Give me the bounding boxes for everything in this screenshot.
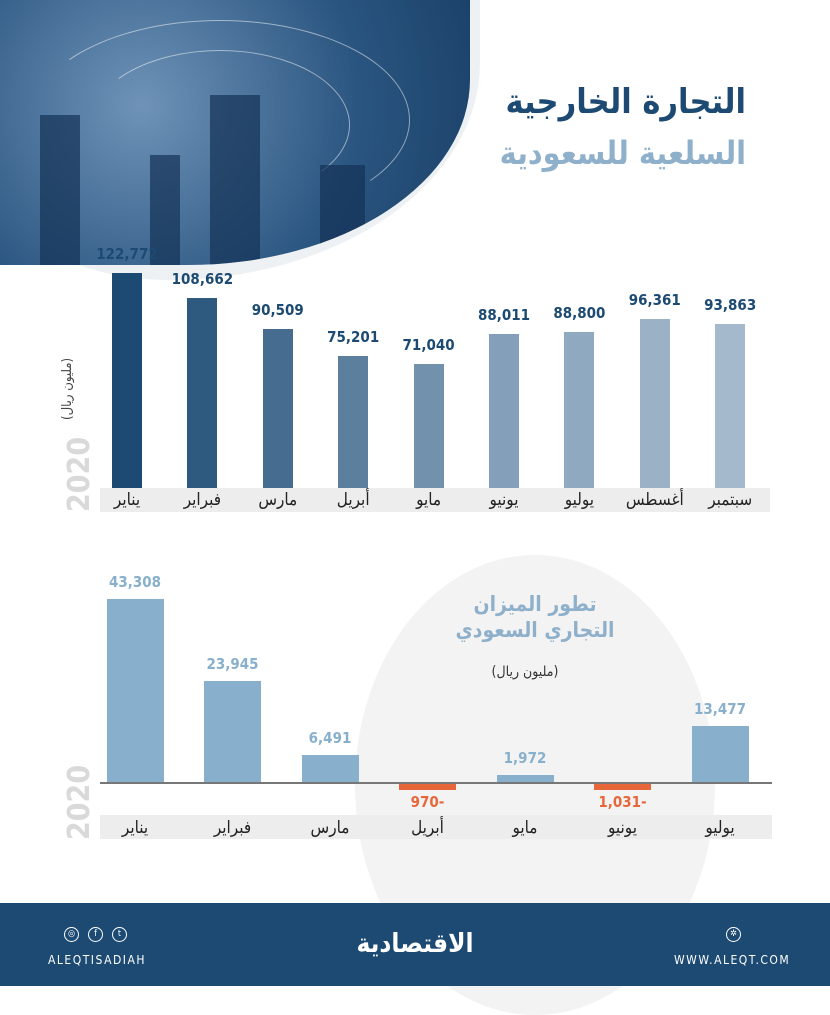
value-label: 1,031- [598,793,647,811]
hero-world-map-image [0,0,470,265]
bar [413,363,444,488]
instagram-icon[interactable]: ◎ [64,927,79,942]
value-label: 970- [410,793,445,811]
value-label: 13,477 [693,699,747,718]
logo: الاقتصادية [356,929,474,959]
value-label: 93,863 [704,295,757,314]
value-label: 96,361 [628,291,681,310]
value-label: 122,772 [96,245,158,263]
month-label: يونيو [608,818,637,838]
website-link[interactable]: WWW.ALEQT.COM [674,953,791,967]
value-label: 108,662 [171,269,234,288]
bar [112,273,142,488]
value-label: 43,308 [108,573,162,591]
bar [301,755,359,783]
globe-icon: ✲ [726,927,741,942]
month-label: فبراير [183,490,222,510]
bar [106,599,164,783]
bar [715,323,746,488]
facebook-icon[interactable]: f [88,927,103,942]
value-label: 88,011 [477,305,531,324]
bar [187,297,218,488]
value-label: 1,972 [503,748,547,767]
month-label: يوليو [705,818,735,838]
bar [691,725,749,783]
footer: ◎ f t ALEQTISADIAH الاقتصادية ✲ WWW.ALEQ… [0,903,830,986]
value-label: 23,945 [206,655,259,674]
value-label: 6,491 [308,729,352,748]
label-band [100,488,770,512]
month-label: أغسطس [625,490,684,510]
month-label: مايو [512,818,538,838]
value-label: 71,040 [402,335,455,354]
month-label: أبريل [411,818,444,838]
unit-label: (مليون ريال) [60,357,75,420]
month-label: مايو [416,490,442,510]
page-subtitle: السلعية للسعودية [499,134,746,172]
month-label: فبراير [213,818,252,838]
balance-title-line2: التجاري السعودي [455,618,615,642]
month-label: أبريل [336,490,370,510]
bar [639,319,670,488]
zero-axis [100,782,772,784]
bar [496,774,554,783]
twitter-icon[interactable]: t [112,927,127,942]
social-handle[interactable]: ALEQTISADIAH [48,953,146,967]
bar [338,356,369,488]
bar [204,681,261,783]
label-band [100,815,772,839]
month-label: يونيو [489,490,519,510]
month-label: يناير [113,490,141,510]
bar [594,784,651,790]
bar [489,333,519,488]
month-label: سبتمبر [708,490,753,510]
month-label: يوليو [564,490,595,510]
bar [564,332,595,488]
value-label: 88,800 [553,304,606,323]
value-label: 90,509 [251,301,304,320]
bar [399,784,456,790]
month-label: يناير [121,818,149,838]
balance-unit-label: (مليون ريال) [491,664,559,680]
month-label: مارس [310,818,350,838]
page-title: التجارة الخارجية [505,82,747,122]
value-label: 75,201 [327,328,380,347]
bar [262,329,293,488]
month-label: مارس [258,490,298,510]
balance-title-line1: تطور الميزان [473,592,597,616]
